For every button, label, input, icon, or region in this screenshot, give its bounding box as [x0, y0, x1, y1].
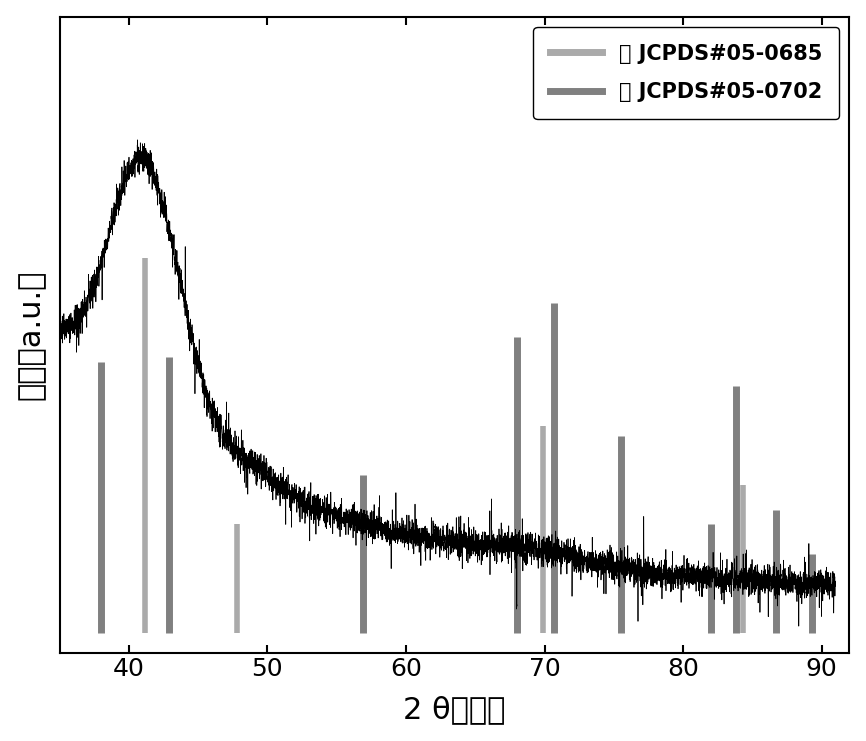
X-axis label: 2 θ（度）: 2 θ（度）	[404, 695, 506, 725]
Legend: 铑 JCPDS#05-0685, 铼 JCPDS#05-0702: 铑 JCPDS#05-0685, 铼 JCPDS#05-0702	[533, 27, 839, 119]
Y-axis label: 强度（a.u.）: 强度（a.u.）	[16, 270, 46, 400]
